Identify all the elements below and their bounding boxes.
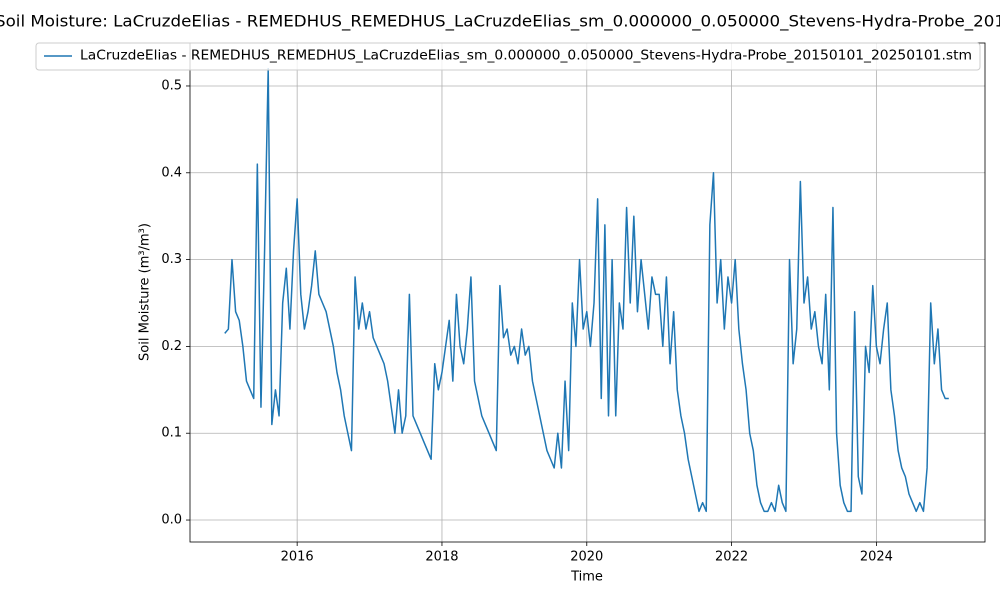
y-tick-label: 0.4 — [161, 165, 182, 180]
y-tick-label: 0.5 — [161, 78, 182, 93]
y-axis-label: Soil Moisture (m³/m³) — [138, 223, 153, 361]
x-tick-label: 2020 — [570, 550, 603, 565]
x-tick-label: 2022 — [715, 550, 748, 565]
data-line — [224, 67, 949, 513]
y-tick-label: 0.3 — [161, 252, 182, 267]
plot-frame — [189, 42, 986, 543]
x-tick-label: 2016 — [281, 550, 314, 565]
y-tick-label: 0.2 — [161, 339, 182, 354]
x-axis-label: Time — [570, 570, 603, 585]
y-tick-label: 0.0 — [161, 513, 182, 528]
x-tick-label: 2018 — [425, 550, 458, 565]
legend: LaCruzdeElias - REMEDHUS_REMEDHUS_LaCruz… — [35, 42, 981, 71]
y-tick-label: 0.1 — [161, 426, 182, 441]
x-tick-label: 2024 — [860, 550, 893, 565]
legend-box — [35, 42, 981, 71]
legend-label: LaCruzdeElias - REMEDHUS_REMEDHUS_LaCruz… — [80, 49, 972, 64]
chart-title: Soil Moisture: LaCruzdeElias - REMEDHUS_… — [0, 12, 1000, 32]
